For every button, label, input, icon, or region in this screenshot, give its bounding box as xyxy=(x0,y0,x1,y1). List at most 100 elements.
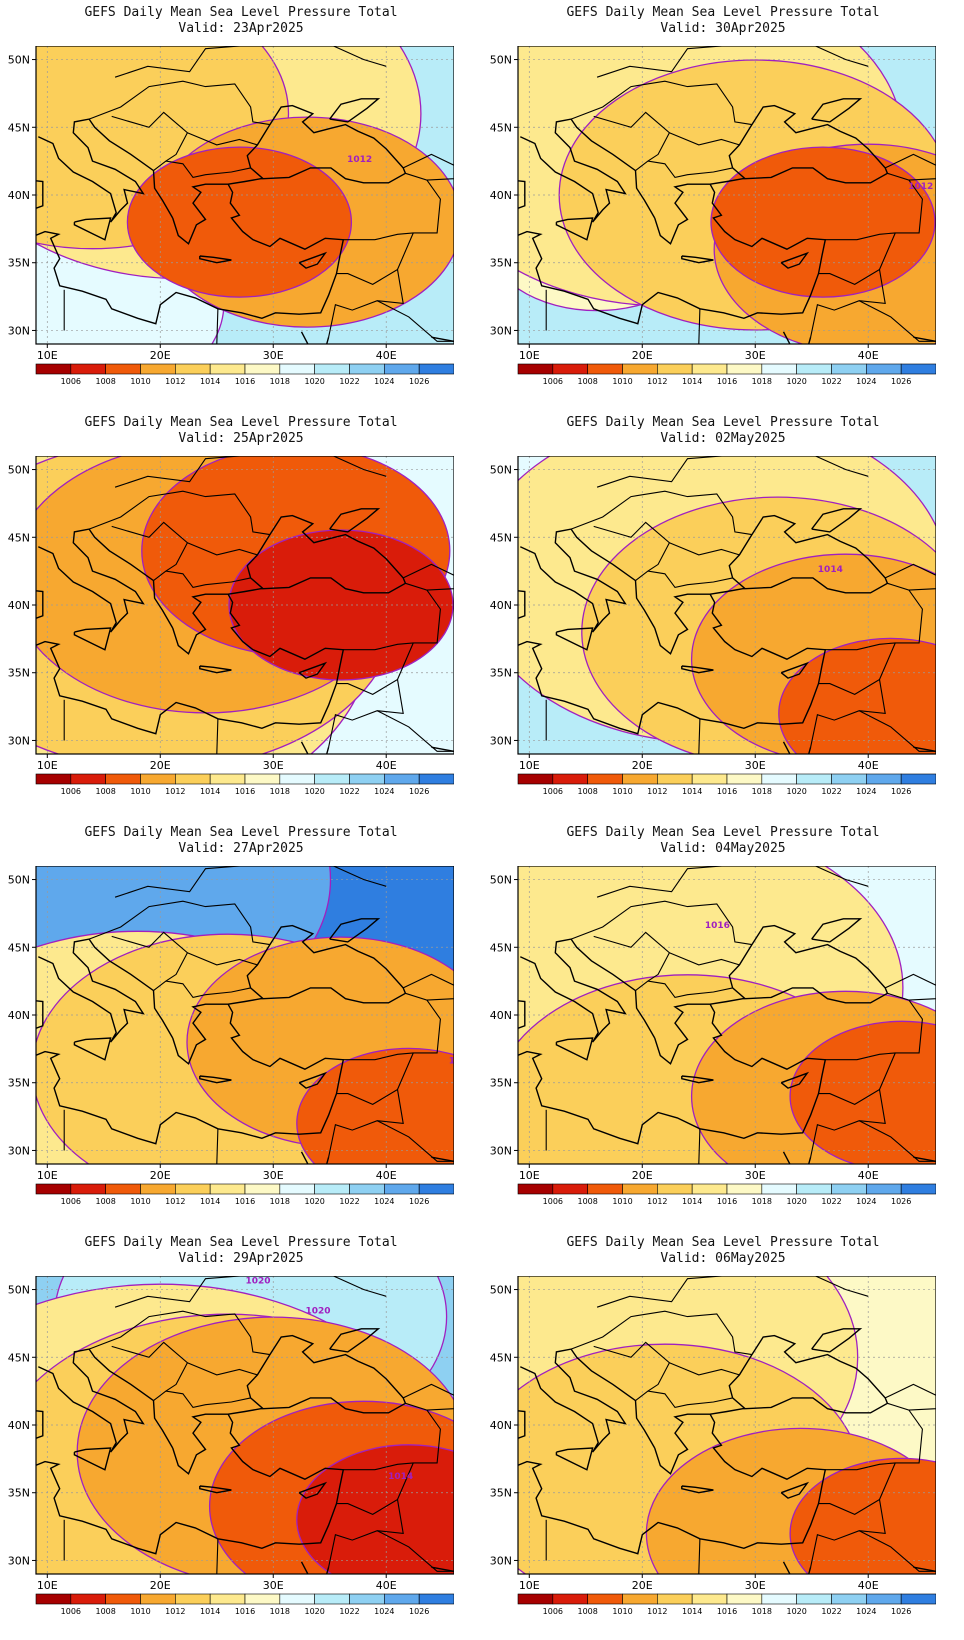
colorbar-label: 1018 xyxy=(752,1197,772,1206)
coastline xyxy=(300,741,330,754)
country-border xyxy=(328,678,404,748)
panel-title: GEFS Daily Mean Sea Level Pressure Total xyxy=(84,5,398,20)
colorbar-label: 1014 xyxy=(200,1197,220,1206)
lat-tick-label: 35N xyxy=(8,1487,30,1500)
coastline xyxy=(431,336,454,342)
colorbar-label: 1010 xyxy=(130,377,150,386)
panel-title: GEFS Daily Mean Sea Level Pressure Total xyxy=(84,825,398,840)
country-border xyxy=(328,1088,404,1158)
colorbar-swatch xyxy=(70,773,106,785)
colorbar-label: 1020 xyxy=(304,1607,324,1616)
lat-tick-label: 50N xyxy=(490,54,512,67)
lon-tick-label: 30E xyxy=(263,349,284,362)
coastline xyxy=(329,1328,381,1353)
lon-tick-label: 30E xyxy=(745,1169,766,1182)
country-border xyxy=(884,1383,936,1411)
country-border xyxy=(111,521,189,572)
colorbar-label: 1014 xyxy=(682,787,702,796)
country-border xyxy=(669,132,740,146)
coastline xyxy=(227,104,407,185)
colorbar-label: 1024 xyxy=(374,1197,394,1206)
lat-tick-label: 40N xyxy=(8,1419,30,1432)
coastline xyxy=(782,1561,812,1574)
panel-title: GEFS Daily Mean Sea Level Pressure Total xyxy=(566,825,880,840)
lat-tick-label: 40N xyxy=(490,189,512,202)
coastline xyxy=(329,918,381,943)
colorbar-label: 1016 xyxy=(235,1607,255,1616)
coastline xyxy=(300,1561,330,1574)
coastline xyxy=(73,1447,112,1471)
contour-label: 1014 xyxy=(818,565,843,575)
country-border xyxy=(88,490,270,536)
map-panel: GEFS Daily Mean Sea Level Pressure Total… xyxy=(482,820,964,1230)
colorbar-label: 1014 xyxy=(200,1607,220,1616)
lon-tick-label: 40E xyxy=(376,759,397,772)
pressure-map: 1020 1020 1014 50N 45N 40N 35N 30N 10E 20E 30E 40E 1… xyxy=(8,1276,454,1616)
country-border xyxy=(376,1530,454,1572)
coastline xyxy=(227,1334,407,1415)
colorbar-swatch xyxy=(552,363,588,375)
country-border xyxy=(596,46,869,78)
country-border xyxy=(396,642,414,680)
country-border xyxy=(111,931,189,982)
lat-tick-label: 40N xyxy=(8,1009,30,1022)
colorbar-swatch xyxy=(796,773,832,785)
colorbar-swatch xyxy=(349,1183,385,1195)
colorbar-swatch xyxy=(140,363,176,375)
colorbar-label: 1022 xyxy=(821,787,841,796)
country-border xyxy=(402,973,454,1001)
country-border xyxy=(111,1341,189,1392)
colorbar-swatch xyxy=(900,1593,936,1605)
coastline xyxy=(298,251,328,269)
panel-title: GEFS Daily Mean Sea Level Pressure Total xyxy=(84,1235,398,1250)
colorbar-swatch xyxy=(866,773,902,785)
lon-tick-label: 30E xyxy=(745,1579,766,1592)
lat-tick-label: 35N xyxy=(490,1077,512,1090)
lat-tick-label: 45N xyxy=(8,531,30,544)
coastline xyxy=(811,98,863,123)
country-border xyxy=(878,232,896,270)
country-border xyxy=(396,1462,414,1500)
lat-tick-label: 50N xyxy=(8,1284,30,1297)
coastline xyxy=(36,180,44,210)
lat-tick-label: 30N xyxy=(490,734,512,747)
colorbar-label: 1008 xyxy=(95,1607,115,1616)
colorbar-label: 1026 xyxy=(409,377,429,386)
country-border xyxy=(570,80,752,126)
contour-label: 1014 xyxy=(388,1472,413,1482)
colorbar-label: 1010 xyxy=(130,1197,150,1206)
lon-tick-label: 10E xyxy=(37,1169,58,1182)
colorbar-label: 1012 xyxy=(165,377,185,386)
colorbar-label: 1024 xyxy=(374,377,394,386)
country-border xyxy=(570,900,752,946)
colorbar-swatch xyxy=(244,773,281,785)
colorbar-label: 1018 xyxy=(752,1607,772,1616)
lat-tick-label: 35N xyxy=(490,257,512,270)
country-border xyxy=(153,160,251,179)
coastline xyxy=(520,528,656,633)
lat-tick-label: 50N xyxy=(490,464,512,477)
colorbar-swatch xyxy=(314,1183,350,1195)
country-border xyxy=(810,1088,886,1158)
colorbar-swatch xyxy=(622,773,658,785)
colorbar-label: 1020 xyxy=(304,787,324,796)
colorbar-swatch xyxy=(796,1183,832,1195)
lon-tick-label: 40E xyxy=(376,1169,397,1182)
colorbar-swatch xyxy=(587,1183,623,1195)
coastline xyxy=(38,528,174,633)
colorbar-label: 1024 xyxy=(856,1607,876,1616)
coastline xyxy=(780,251,810,269)
country-border xyxy=(669,542,740,556)
coastline xyxy=(913,1566,936,1572)
panel-title: GEFS Daily Mean Sea Level Pressure Total xyxy=(566,5,880,20)
pressure-contour-1010 xyxy=(789,1020,936,1164)
country-border xyxy=(216,1538,219,1574)
panel-valid-date: Valid: 27Apr2025 xyxy=(178,841,304,856)
coastline xyxy=(199,1485,232,1494)
coastline xyxy=(520,1348,656,1453)
colorbar-swatch xyxy=(726,773,763,785)
lat-tick-label: 45N xyxy=(490,121,512,134)
colorbar-label: 1010 xyxy=(612,377,632,386)
coastline xyxy=(681,1075,714,1084)
